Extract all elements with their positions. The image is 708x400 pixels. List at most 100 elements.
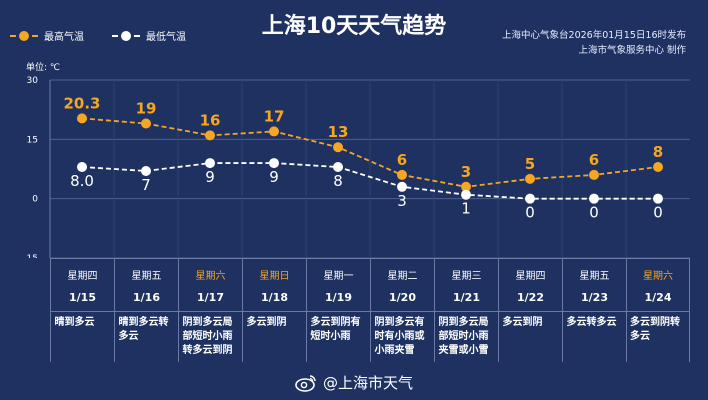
day-date: 1/19: [325, 291, 352, 304]
day-weather: 晴到多云转多云: [118, 317, 169, 342]
low-temp-label: 3: [397, 192, 407, 210]
low-temp-point: [525, 193, 535, 204]
day-weather: 多云到阴有短时小雨: [310, 317, 361, 342]
y-tick-label: 0: [32, 195, 38, 205]
legend: 最高气温 最低气温: [10, 28, 186, 43]
day-weather: 多云到阴: [246, 317, 287, 328]
publisher-info: 上海中心气象台2026年01月15日16时发布 上海市气象服务中心 制作: [502, 28, 686, 58]
high-temp-point: [653, 162, 663, 173]
day-weather: 阴到多云局部短时小雨夹雪或小雪: [438, 317, 489, 356]
publisher-line-2: 上海市气象服务中心 制作: [578, 45, 686, 56]
low-temp-point: [589, 193, 599, 204]
low-temp-label: 9: [205, 168, 215, 186]
high-temp-point: [589, 169, 599, 180]
day-column: 星期一 1/19 多云到阴有短时小雨: [306, 259, 370, 362]
day-weekday: 星期日: [259, 271, 290, 282]
low-temp-point: [461, 189, 471, 200]
legend-marker-high: [10, 30, 38, 41]
legend-label-low: 最低气温: [146, 32, 186, 43]
day-weather: 阴到多云局部短时小雨转多云到阴: [182, 317, 233, 356]
high-temp-label: 6: [589, 151, 599, 169]
low-temp-point: [141, 165, 151, 176]
day-column: 星期六 1/17 阴到多云局部短时小雨转多云到阴: [178, 259, 242, 362]
low-temp-label: 1: [461, 200, 471, 218]
day-date: 1/16: [133, 291, 160, 304]
day-date: 1/23: [581, 291, 608, 304]
low-temp-line: [81, 162, 658, 200]
day-weather: 晴到多云: [54, 317, 95, 328]
high-temp-point: [141, 118, 151, 129]
legend-marker-low: [112, 30, 140, 41]
y-tick-label: 30: [27, 76, 39, 86]
y-tick-label: -15: [23, 254, 38, 258]
low-temp-label: 9: [269, 168, 279, 186]
day-weather: 多云转多云: [566, 317, 617, 328]
day-date: 1/18: [261, 291, 288, 304]
day-date: 1/17: [197, 291, 224, 304]
day-weather: 多云到阴: [502, 317, 543, 328]
low-temp-point: [333, 162, 343, 173]
low-temp-point: [397, 181, 407, 192]
low-temp-point: [269, 158, 279, 169]
high-temp-label: 3: [461, 163, 471, 181]
low-temp-label: 0: [653, 204, 663, 222]
high-temp-label: 5: [525, 155, 535, 173]
high-temp-label: 6: [397, 151, 407, 169]
legend-label-high: 最高气温: [44, 32, 84, 43]
low-temp-label: 7: [141, 176, 151, 194]
day-column: 星期三 1/21 阴到多云局部短时小雨夹雪或小雪: [434, 259, 498, 362]
high-temp-label: 17: [264, 107, 285, 125]
temperature-chart: 30 15 0 -15 20.3 19 16 17 13 6 3 5 6 8 8.0 7 9 9 8 3 1 0 0 0: [23, 76, 690, 258]
high-temp-point: [205, 130, 215, 141]
low-temp-point: [653, 193, 663, 204]
day-date: 1/21: [453, 291, 480, 304]
day-column: 星期六 1/24 多云到阴转多云: [626, 259, 690, 362]
high-temp-label: 13: [328, 123, 349, 141]
low-temp-point: [205, 158, 215, 169]
day-weather: 阴到多云有时有小雨或小雨夹雪: [374, 317, 425, 356]
day-column: 星期日 1/18 多云到阴: [242, 259, 306, 362]
day-column: 星期五 1/16 晴到多云转多云: [114, 259, 178, 362]
legend-item-high: 最高气温: [10, 28, 84, 43]
high-temp-line: [81, 117, 659, 188]
low-temp-label: 0: [525, 204, 535, 222]
forecast-table: 星期四 1/15 晴到多云 星期五 1/16 晴到多云转多云 星期六 1/17 阴到多云局部短时…: [50, 258, 690, 362]
day-column: 星期二 1/20 阴到多云有时有小雨或小雨夹雪: [370, 259, 434, 362]
footer-text: @上海市天气: [322, 374, 413, 392]
unit-label: 单位: ℃: [26, 63, 61, 73]
day-weekday: 星期五: [131, 271, 162, 282]
footer: @上海市天气: [0, 372, 708, 393]
day-weekday: 星期三: [451, 271, 482, 282]
day-column: 星期五 1/23 多云转多云: [562, 259, 626, 362]
low-temp-point: [77, 162, 87, 173]
high-temp-point: [397, 169, 407, 180]
day-column: 星期四 1/15 晴到多云: [50, 259, 114, 362]
day-date: 1/24: [644, 291, 672, 304]
high-temp-label: 19: [136, 100, 157, 118]
day-weekday: 星期二: [387, 271, 418, 282]
day-weekday: 星期四: [515, 271, 546, 282]
day-date: 1/15: [69, 291, 96, 304]
high-temp-point: [461, 181, 471, 192]
high-temp-label: 16: [200, 111, 221, 129]
legend-item-low: 最低气温: [112, 28, 186, 43]
day-weather: 多云到阴转多云: [630, 317, 680, 342]
weibo-icon: [295, 374, 316, 392]
high-temp-label: 8: [653, 143, 663, 161]
high-temp-point: [333, 142, 343, 153]
low-temp-label: 8.0: [70, 172, 94, 190]
day-weekday: 星期四: [67, 271, 98, 282]
day-weekday: 星期五: [579, 271, 610, 282]
day-weekday: 星期一: [323, 271, 354, 282]
y-tick-label: 15: [27, 135, 38, 145]
low-temp-label: 8: [333, 172, 343, 190]
day-date: 1/22: [517, 291, 544, 304]
high-temp-point: [269, 126, 279, 137]
low-temp-label: 0: [589, 204, 599, 222]
day-weekday: 星期六: [195, 271, 226, 282]
high-temp-point: [77, 113, 87, 124]
page-title: 上海10天天气趋势: [261, 14, 447, 39]
high-temp-point: [525, 173, 535, 184]
day-date: 1/20: [389, 291, 416, 304]
day-column: 星期四 1/22 多云到阴: [498, 259, 562, 362]
